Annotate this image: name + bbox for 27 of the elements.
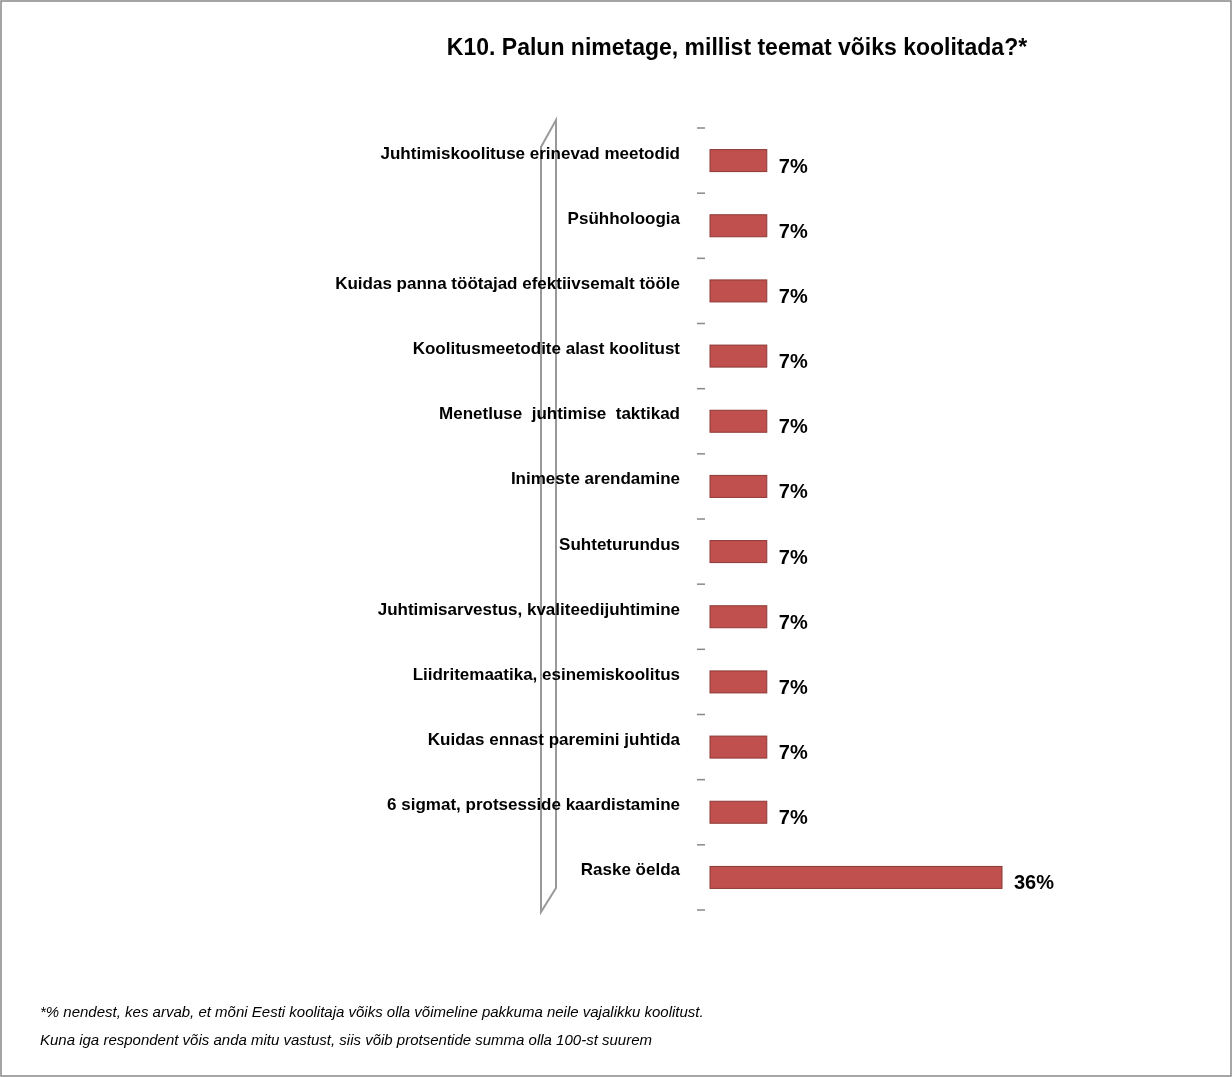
y-tick-label: 6 sigmat, protsesside kaardistamine bbox=[387, 795, 680, 815]
y-tick-label: Psühholoogia bbox=[567, 208, 681, 228]
y-tick-label: Koolitusmeetodite alast koolitust bbox=[412, 339, 681, 359]
chart-title: K10. Palun nimetage, millist teemat võiks koolitada?* bbox=[446, 34, 1028, 60]
y-tick-label: Suhteturundus bbox=[559, 534, 680, 554]
y-tick-label: Kuidas panna töötajad efektiivsemalt tööle bbox=[335, 273, 680, 293]
data-label: 7% bbox=[778, 415, 808, 438]
data-label: 7% bbox=[778, 284, 808, 307]
data-label: 7% bbox=[778, 350, 808, 373]
data-label: 36% bbox=[1014, 871, 1055, 894]
data-label: 7% bbox=[778, 806, 808, 829]
y-tick-label: Juhtimisarvestus, kvaliteedijuhtimine bbox=[377, 599, 680, 619]
y-tick-label: Liidritemaatika, esinemiskoolitus bbox=[412, 664, 680, 684]
data-label: 7% bbox=[778, 154, 808, 177]
data-label: 7% bbox=[778, 741, 808, 764]
text: *% nendest, kes arvab, et mõni Eesti koolitaja võiks olla võimeline pakkuma neile vajalikku koolitust. bbox=[40, 1003, 704, 1020]
data-label: 7% bbox=[778, 675, 808, 698]
data-label: 7% bbox=[778, 480, 808, 503]
data-label: 7% bbox=[778, 219, 808, 242]
y-tick-label: Inimeste arendamine bbox=[510, 469, 680, 489]
y-tick-label: Kuidas ennast paremini juhtida bbox=[427, 730, 681, 750]
y-tick-label: Menetluse juhtimise taktikad bbox=[439, 404, 680, 424]
text: Kuna iga respondent võis anda mitu vastust, siis võib protsentide summa olla 100-st suurem bbox=[40, 1031, 652, 1048]
y-tick-label: Juhtimiskoolituse erinevad meetodid bbox=[380, 143, 680, 163]
data-label: 7% bbox=[778, 610, 808, 633]
y-tick-label: Raske öelda bbox=[580, 860, 681, 880]
data-label: 7% bbox=[778, 545, 808, 568]
